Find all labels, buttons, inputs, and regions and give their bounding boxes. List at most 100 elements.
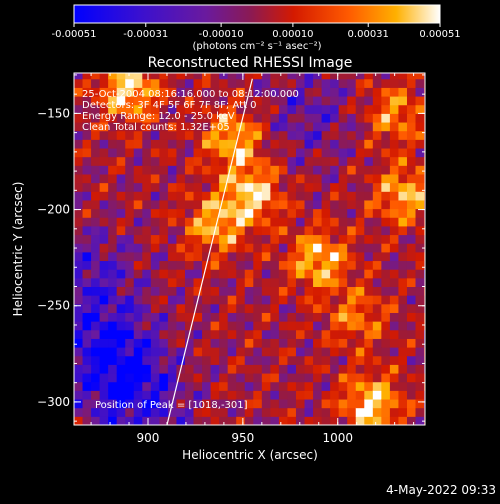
heatmap-cell — [159, 355, 169, 365]
heatmap-cell — [91, 373, 101, 383]
heatmap-cell — [219, 407, 229, 417]
heatmap-cell — [116, 399, 126, 409]
heatmap-cell — [381, 390, 391, 400]
heatmap-cell — [338, 182, 348, 192]
heatmap-cell — [278, 295, 288, 305]
heatmap-cell — [261, 156, 271, 166]
heatmap-cell — [99, 338, 109, 348]
heatmap-cell — [338, 303, 348, 313]
heatmap-cell — [150, 225, 160, 236]
heatmap-cell — [244, 104, 254, 114]
heatmap-cell — [176, 381, 186, 391]
heatmap-cell — [406, 122, 417, 132]
heatmap-cell — [150, 96, 160, 106]
heatmap-cell — [304, 312, 314, 322]
heatmap-cell — [133, 399, 143, 409]
heatmap-cell — [347, 260, 357, 270]
heatmap-cell — [108, 87, 118, 97]
heatmap-cell — [330, 104, 340, 114]
heatmap-cell — [364, 96, 374, 106]
heatmap-cell — [330, 373, 340, 383]
heatmap-cell — [150, 139, 160, 149]
heatmap-cell — [338, 130, 348, 140]
heatmap-cell — [338, 329, 348, 339]
heatmap-cell — [82, 347, 92, 357]
y-tick-label: −150 — [37, 106, 70, 120]
heatmap-cell — [355, 373, 365, 383]
heatmap-cell — [304, 156, 314, 166]
heatmap-cell — [202, 165, 212, 175]
heatmap-cell — [142, 243, 152, 253]
heatmap-cell — [389, 355, 399, 365]
heatmap-cell — [108, 208, 118, 218]
heatmap-cell — [406, 277, 417, 288]
heatmap-cell — [176, 87, 186, 97]
heatmap-cell — [227, 399, 237, 409]
annotation-clean-counts: Clean Total counts: 1.32E+05 — [82, 122, 230, 133]
heatmap-cell — [167, 243, 177, 253]
heatmap-cell — [159, 251, 169, 262]
heatmap-cell — [125, 399, 135, 409]
heatmap-cell — [253, 347, 263, 357]
heatmap-cell — [304, 260, 314, 270]
heatmap-cell — [261, 208, 271, 218]
heatmap-cell — [295, 355, 306, 365]
heatmap-cell — [406, 113, 417, 123]
heatmap-cell — [398, 96, 408, 106]
heatmap-cell — [82, 399, 92, 409]
heatmap-cell — [159, 347, 169, 357]
heatmap-cell — [159, 122, 169, 132]
heatmap-cell — [219, 96, 229, 106]
heatmap-cell — [389, 217, 399, 227]
colorbar-units-label: (photons cm⁻² s⁻¹ asec⁻²) — [192, 41, 321, 52]
heatmap-cell — [236, 87, 246, 97]
heatmap-cell — [202, 295, 212, 305]
heatmap-cell — [142, 260, 152, 270]
heatmap-cell — [287, 321, 297, 331]
heatmap-cell — [270, 269, 280, 279]
heatmap-cell — [364, 87, 374, 97]
heatmap-cell — [227, 113, 237, 123]
heatmap-cell — [355, 191, 365, 201]
heatmap-cell — [236, 78, 246, 88]
heatmap-cell — [270, 182, 280, 192]
heatmap-cell — [372, 139, 382, 149]
heatmap-cell — [176, 321, 186, 331]
heatmap-cell — [236, 173, 246, 184]
heatmap-cell — [236, 217, 246, 227]
heatmap-cell — [210, 260, 220, 270]
heatmap-cell — [244, 347, 254, 357]
heatmap-cell — [184, 104, 195, 114]
heatmap-cell — [338, 312, 348, 322]
heatmap-cell — [184, 234, 195, 244]
heatmap-cell — [82, 260, 92, 270]
heatmap-cell — [167, 139, 177, 149]
heatmap-cell — [74, 329, 84, 339]
heatmap-cell — [270, 277, 280, 288]
heatmap-cell — [125, 165, 135, 175]
x-tick-label: 900 — [137, 431, 160, 445]
heatmap-cell — [253, 243, 263, 253]
heatmap-cell — [236, 407, 246, 417]
heatmap-cell — [150, 208, 160, 218]
heatmap-cell — [304, 338, 314, 348]
heatmap-cell — [210, 208, 220, 218]
heatmap-cell — [406, 303, 417, 313]
heatmap-cell — [406, 104, 417, 114]
heatmap-cell — [108, 104, 118, 114]
heatmap-cell — [364, 199, 374, 210]
heatmap-cell — [116, 78, 126, 88]
heatmap-cell — [184, 355, 195, 365]
heatmap-cell — [142, 277, 152, 288]
heatmap-cell — [219, 364, 229, 374]
heatmap-cell — [219, 355, 229, 365]
heatmap-cell — [347, 303, 357, 313]
heatmap-cell — [184, 347, 195, 357]
heatmap-cell — [116, 381, 126, 391]
heatmap-cell — [125, 347, 135, 357]
colorbar-tick-label: 0.00031 — [348, 29, 389, 40]
heatmap-cell — [278, 416, 288, 425]
heatmap-cell — [82, 73, 92, 80]
heatmap-cell — [406, 199, 417, 210]
heatmap-cell — [253, 295, 263, 305]
